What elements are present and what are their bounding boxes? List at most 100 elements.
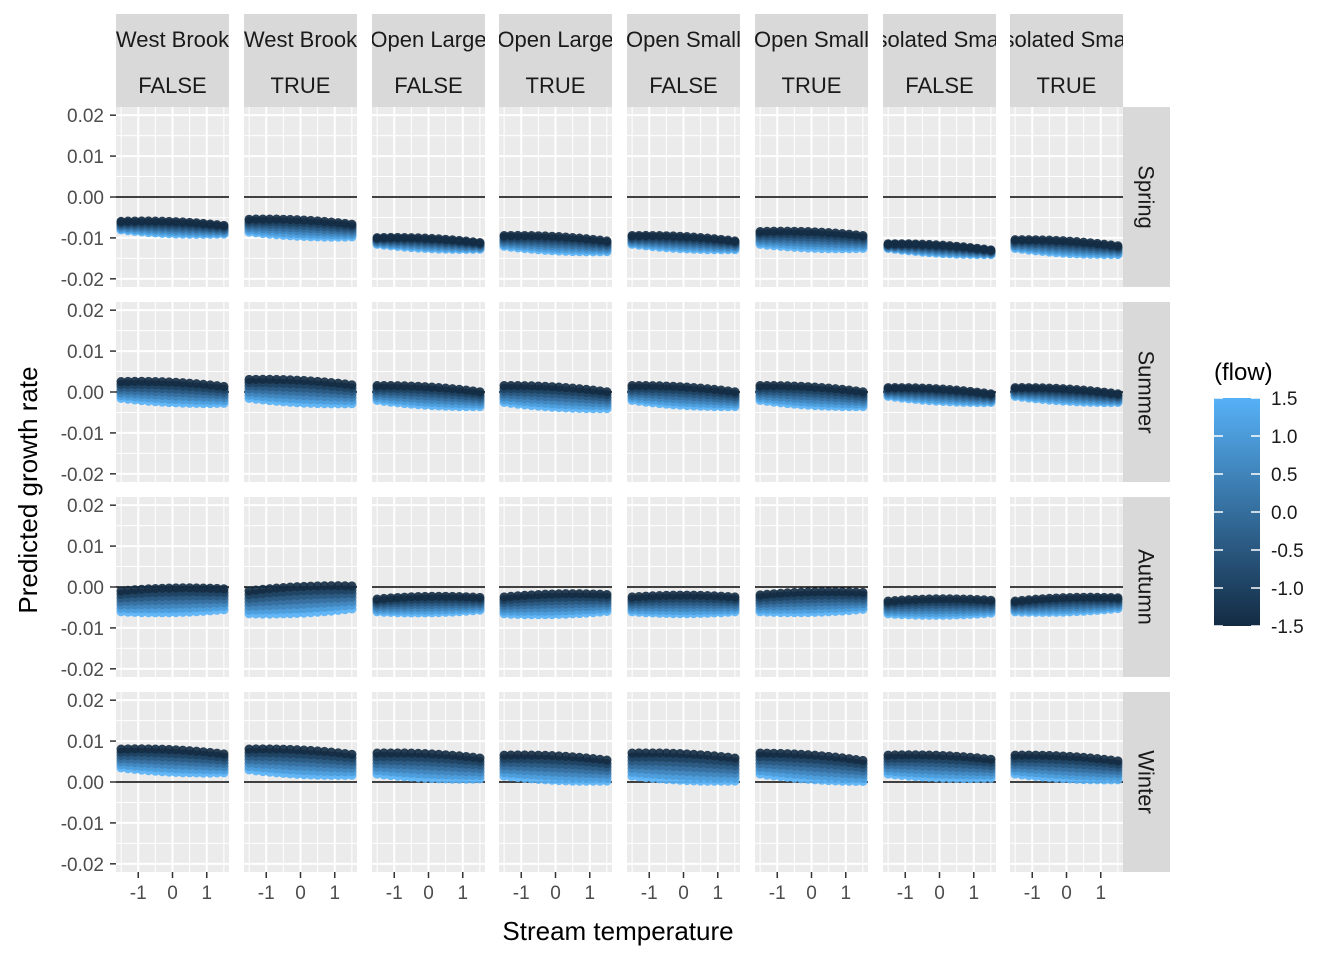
data-point — [157, 744, 167, 754]
data-point — [776, 748, 786, 759]
data-point — [1037, 383, 1048, 393]
data-point — [198, 379, 208, 389]
data-point — [1113, 241, 1123, 251]
data-point — [810, 382, 820, 392]
y-tick-label: 0.01 — [67, 147, 104, 168]
data-point — [399, 232, 410, 243]
data-point — [858, 231, 868, 241]
data-point — [454, 235, 464, 246]
x-tick-label: 1 — [457, 883, 468, 904]
x-tick-label: 0 — [806, 883, 817, 904]
data-point — [945, 594, 955, 604]
data-point — [890, 750, 900, 760]
y-axis: 0.02 0.01 0.00 -0.01 -0.02 — [61, 106, 116, 291]
data-point — [581, 384, 591, 394]
data-point — [447, 750, 458, 760]
data-point — [399, 592, 410, 602]
data-point — [661, 748, 671, 758]
data-point — [803, 382, 813, 392]
data-point — [730, 753, 740, 763]
data-point — [150, 376, 160, 387]
data-point — [931, 240, 941, 250]
strip-label-flag: TRUE — [1037, 73, 1097, 98]
data-point — [143, 744, 154, 754]
data-point — [461, 592, 471, 602]
data-point — [1065, 384, 1075, 394]
data-point — [164, 744, 174, 755]
x-tick-label: 0 — [1061, 883, 1072, 904]
data-point — [641, 748, 651, 758]
data-point — [319, 377, 330, 387]
data-point — [1051, 383, 1061, 393]
x-axis: -1 0 1 — [258, 872, 340, 904]
data-point — [844, 754, 854, 764]
panel-points — [372, 381, 485, 412]
strip-label-river: Isolated Small — [997, 27, 1135, 52]
data-point — [212, 583, 222, 594]
y-tick-label: -0.01 — [61, 229, 104, 250]
data-point — [540, 381, 550, 391]
data-point — [641, 381, 651, 391]
data-point — [1065, 236, 1075, 246]
data-point — [506, 381, 516, 391]
data-point — [185, 378, 195, 388]
data-point — [413, 592, 423, 602]
data-point — [817, 751, 827, 761]
data-point — [654, 231, 665, 241]
panel-points — [1010, 750, 1123, 785]
x-tick-label: -1 — [897, 883, 914, 904]
data-point — [1031, 383, 1041, 393]
data-point — [319, 581, 330, 591]
x-axis: -1 0 1 — [130, 872, 212, 904]
strip-label-season: Winter — [1134, 750, 1159, 814]
data-point — [434, 591, 444, 601]
strip-label-river: Open Small — [754, 27, 869, 52]
data-point — [595, 589, 605, 599]
data-point — [675, 231, 685, 241]
data-point — [171, 583, 181, 593]
data-point — [292, 582, 302, 592]
data-point — [830, 587, 841, 597]
data-point — [682, 590, 692, 600]
data-point — [803, 227, 813, 237]
data-point — [533, 231, 543, 241]
data-point — [1051, 235, 1061, 246]
facet-panel — [755, 107, 868, 287]
data-point — [883, 750, 893, 760]
data-point — [434, 749, 444, 759]
strip-label-season: Spring — [1134, 165, 1159, 229]
data-point — [762, 589, 772, 599]
data-point — [372, 748, 382, 758]
y-tick-label: -0.01 — [61, 424, 104, 445]
data-point — [137, 744, 147, 754]
data-point — [824, 751, 834, 762]
data-point — [244, 214, 254, 224]
x-tick-label: 1 — [201, 883, 212, 904]
data-point — [1058, 593, 1068, 603]
data-point — [506, 750, 516, 760]
data-point — [306, 215, 316, 226]
data-point — [883, 596, 893, 606]
data-point — [627, 592, 637, 602]
data-point — [634, 748, 644, 758]
data-point — [123, 744, 133, 754]
data-point — [769, 381, 779, 391]
data-point — [1085, 753, 1096, 763]
data-point — [386, 593, 396, 603]
data-point — [897, 239, 907, 249]
data-point — [972, 387, 982, 397]
facet-panel — [883, 107, 996, 287]
data-point — [796, 587, 806, 597]
data-point — [285, 375, 295, 385]
data-point — [952, 751, 962, 761]
data-point — [313, 746, 323, 756]
data-point — [789, 226, 799, 236]
data-point — [595, 235, 605, 245]
data-point — [817, 382, 827, 393]
data-point — [938, 240, 948, 250]
data-point — [1051, 593, 1061, 603]
strip-label-river: West Brook — [116, 27, 230, 52]
data-point — [661, 381, 671, 391]
data-point — [372, 233, 382, 243]
strip-background — [499, 14, 612, 107]
